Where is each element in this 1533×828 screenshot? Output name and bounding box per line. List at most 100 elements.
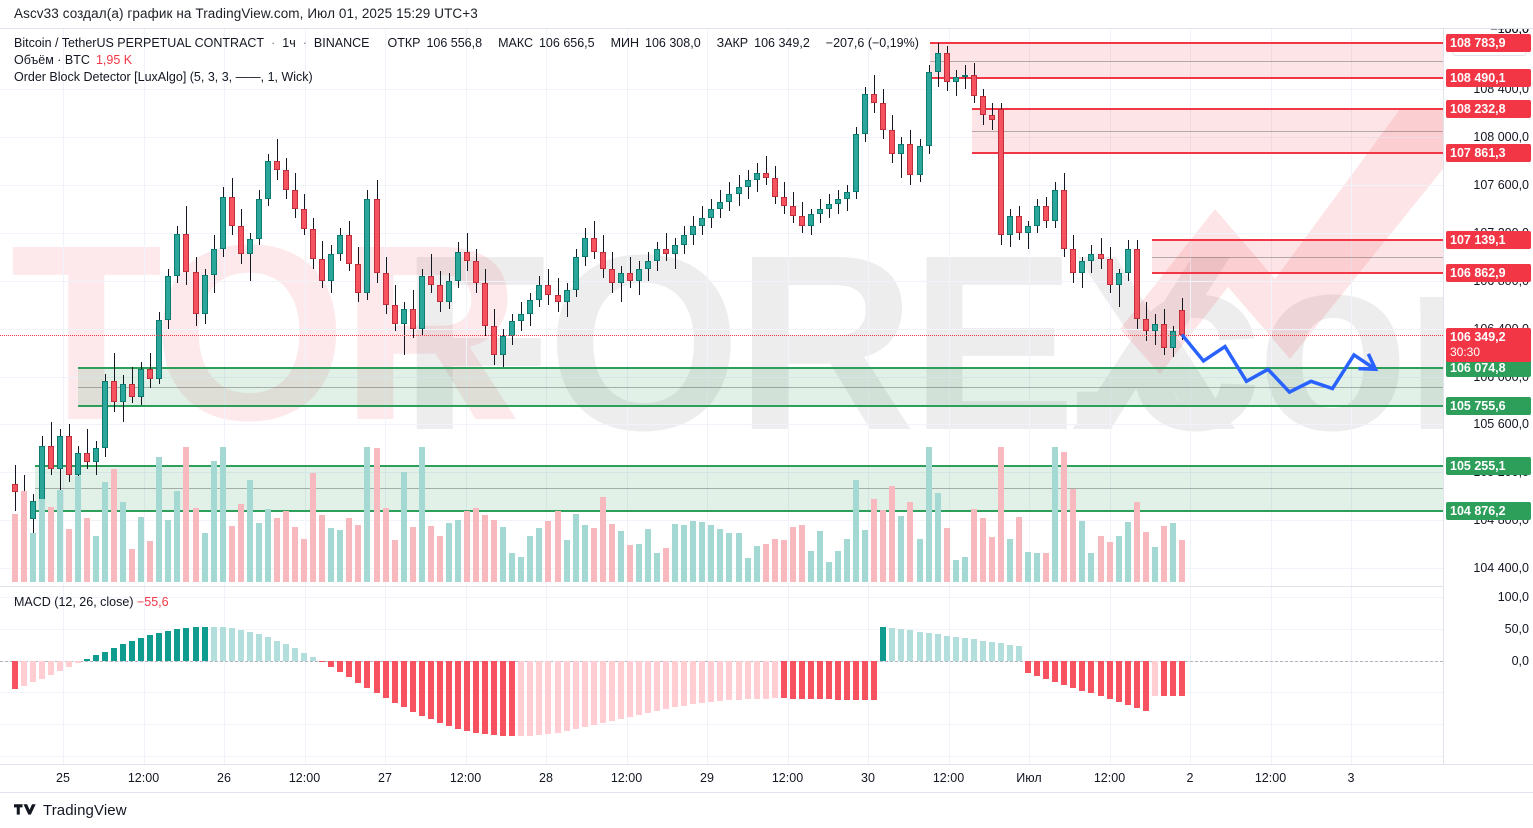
- candle-body[interactable]: [391, 304, 398, 324]
- candle-body[interactable]: [1124, 249, 1131, 274]
- candle-body[interactable]: [301, 208, 308, 230]
- candle-body[interactable]: [871, 93, 878, 104]
- legend-exchange[interactable]: BINANCE: [313, 36, 370, 50]
- candle-body[interactable]: [934, 52, 941, 73]
- legend-indicator-row[interactable]: Order Block Detector [LuxAlgo] (5, 3, 3,…: [14, 69, 919, 86]
- chart-legend[interactable]: Bitcoin / TetherUS PERPETUAL CONTRACT · …: [14, 35, 919, 86]
- candle-body[interactable]: [418, 275, 425, 329]
- price-plot-area[interactable]: TOR FOREX .com Bitcoin / TetherUS PERPE: [0, 29, 1443, 766]
- candle-body[interactable]: [292, 189, 299, 209]
- candle-body[interactable]: [807, 213, 814, 226]
- candle-body[interactable]: [1151, 323, 1158, 331]
- candle-body[interactable]: [409, 309, 416, 329]
- candle-body[interactable]: [545, 285, 552, 295]
- candle-body[interactable]: [1169, 330, 1176, 348]
- candle-body[interactable]: [1043, 206, 1050, 221]
- candle-body[interactable]: [554, 295, 561, 303]
- candle-body[interactable]: [1025, 225, 1032, 233]
- candle-body[interactable]: [310, 229, 317, 260]
- legend-volume-row[interactable]: Объём · BTC 1,95 K: [14, 52, 919, 69]
- candle-body[interactable]: [454, 251, 461, 281]
- order-block-price-tag[interactable]: 105 755,6: [1446, 396, 1531, 415]
- candle-body[interactable]: [138, 369, 145, 397]
- candle-body[interactable]: [201, 274, 208, 315]
- order-block-price-tag[interactable]: 106 862,9: [1446, 264, 1531, 283]
- candle-body[interactable]: [210, 249, 217, 275]
- candle-body[interactable]: [11, 484, 18, 492]
- candle-body[interactable]: [38, 446, 45, 502]
- candle-body[interactable]: [147, 369, 154, 379]
- candle-body[interactable]: [1115, 273, 1122, 286]
- candle-body[interactable]: [83, 453, 90, 462]
- macd-legend-title[interactable]: MACD (12, 26, close): [14, 595, 134, 609]
- candle-body[interactable]: [319, 259, 326, 281]
- chart-container[interactable]: TOR FOREX .com Bitcoin / TetherUS PERPE: [0, 28, 1533, 793]
- candle-body[interactable]: [1178, 309, 1185, 335]
- candle-body[interactable]: [617, 273, 624, 284]
- candle-body[interactable]: [29, 501, 36, 520]
- candle-body[interactable]: [436, 285, 443, 303]
- macd-legend[interactable]: MACD (12, 26, close) −55,6: [14, 595, 169, 609]
- candle-body[interactable]: [645, 261, 652, 269]
- candle-body[interactable]: [47, 446, 54, 469]
- candle-body[interactable]: [572, 256, 579, 291]
- order-block-price-tag[interactable]: 108 783,9: [1446, 33, 1531, 52]
- candle-body[interactable]: [337, 235, 344, 255]
- candle-body[interactable]: [1034, 206, 1041, 226]
- candle-body[interactable]: [255, 199, 262, 239]
- candle-body[interactable]: [979, 96, 986, 116]
- candle-body[interactable]: [1106, 259, 1113, 286]
- order-block-price-tag[interactable]: 106 074,8: [1446, 358, 1531, 377]
- candle-body[interactable]: [174, 233, 181, 276]
- candle-body[interactable]: [56, 436, 63, 469]
- candle-body[interactable]: [473, 261, 480, 284]
- candle-body[interactable]: [364, 199, 371, 293]
- legend-symbol-row[interactable]: Bitcoin / TetherUS PERPETUAL CONTRACT · …: [14, 35, 919, 52]
- candle-body[interactable]: [192, 272, 199, 315]
- candle-body[interactable]: [129, 383, 136, 397]
- candle-body[interactable]: [1142, 318, 1149, 331]
- candle-body[interactable]: [491, 326, 498, 355]
- candle-body[interactable]: [500, 335, 507, 355]
- candle-body[interactable]: [789, 206, 796, 216]
- candle-body[interactable]: [102, 381, 109, 449]
- candle-body[interactable]: [228, 196, 235, 226]
- candle-body[interactable]: [853, 134, 860, 192]
- candle-body[interactable]: [654, 249, 661, 262]
- candle-body[interactable]: [382, 273, 389, 305]
- candle-body[interactable]: [346, 235, 353, 264]
- candle-body[interactable]: [328, 254, 335, 281]
- candle-body[interactable]: [590, 237, 597, 252]
- candle-body[interactable]: [635, 268, 642, 281]
- candle-body[interactable]: [880, 103, 887, 130]
- candle-body[interactable]: [997, 108, 1004, 236]
- candle-body[interactable]: [518, 314, 525, 322]
- candle-body[interactable]: [373, 199, 380, 274]
- candle-body[interactable]: [74, 453, 81, 475]
- candle-body[interactable]: [663, 249, 670, 255]
- candle-body[interactable]: [952, 76, 959, 82]
- candle-body[interactable]: [1088, 254, 1095, 262]
- candle-body[interactable]: [672, 244, 679, 255]
- order-block-price-tag[interactable]: 105 255,1: [1446, 456, 1531, 475]
- candle-body[interactable]: [798, 215, 805, 226]
- candle-body[interactable]: [717, 201, 724, 209]
- candle-body[interactable]: [826, 203, 833, 209]
- candle-body[interactable]: [264, 160, 271, 200]
- candle-body[interactable]: [925, 72, 932, 147]
- candle-body[interactable]: [898, 144, 905, 154]
- candle-body[interactable]: [916, 146, 923, 176]
- candle-body[interactable]: [835, 199, 842, 204]
- candle-body[interactable]: [1052, 189, 1059, 221]
- candle-body[interactable]: [509, 321, 516, 336]
- candle-body[interactable]: [844, 191, 851, 200]
- candle-body[interactable]: [427, 275, 434, 286]
- candle-body[interactable]: [1133, 249, 1140, 319]
- candle-body[interactable]: [988, 115, 995, 121]
- candle-body[interactable]: [65, 436, 72, 475]
- candle-body[interactable]: [219, 196, 226, 250]
- candle-body[interactable]: [1097, 254, 1104, 260]
- legend-volume-title[interactable]: Объём · BTC: [14, 53, 90, 67]
- candle-body[interactable]: [943, 52, 950, 82]
